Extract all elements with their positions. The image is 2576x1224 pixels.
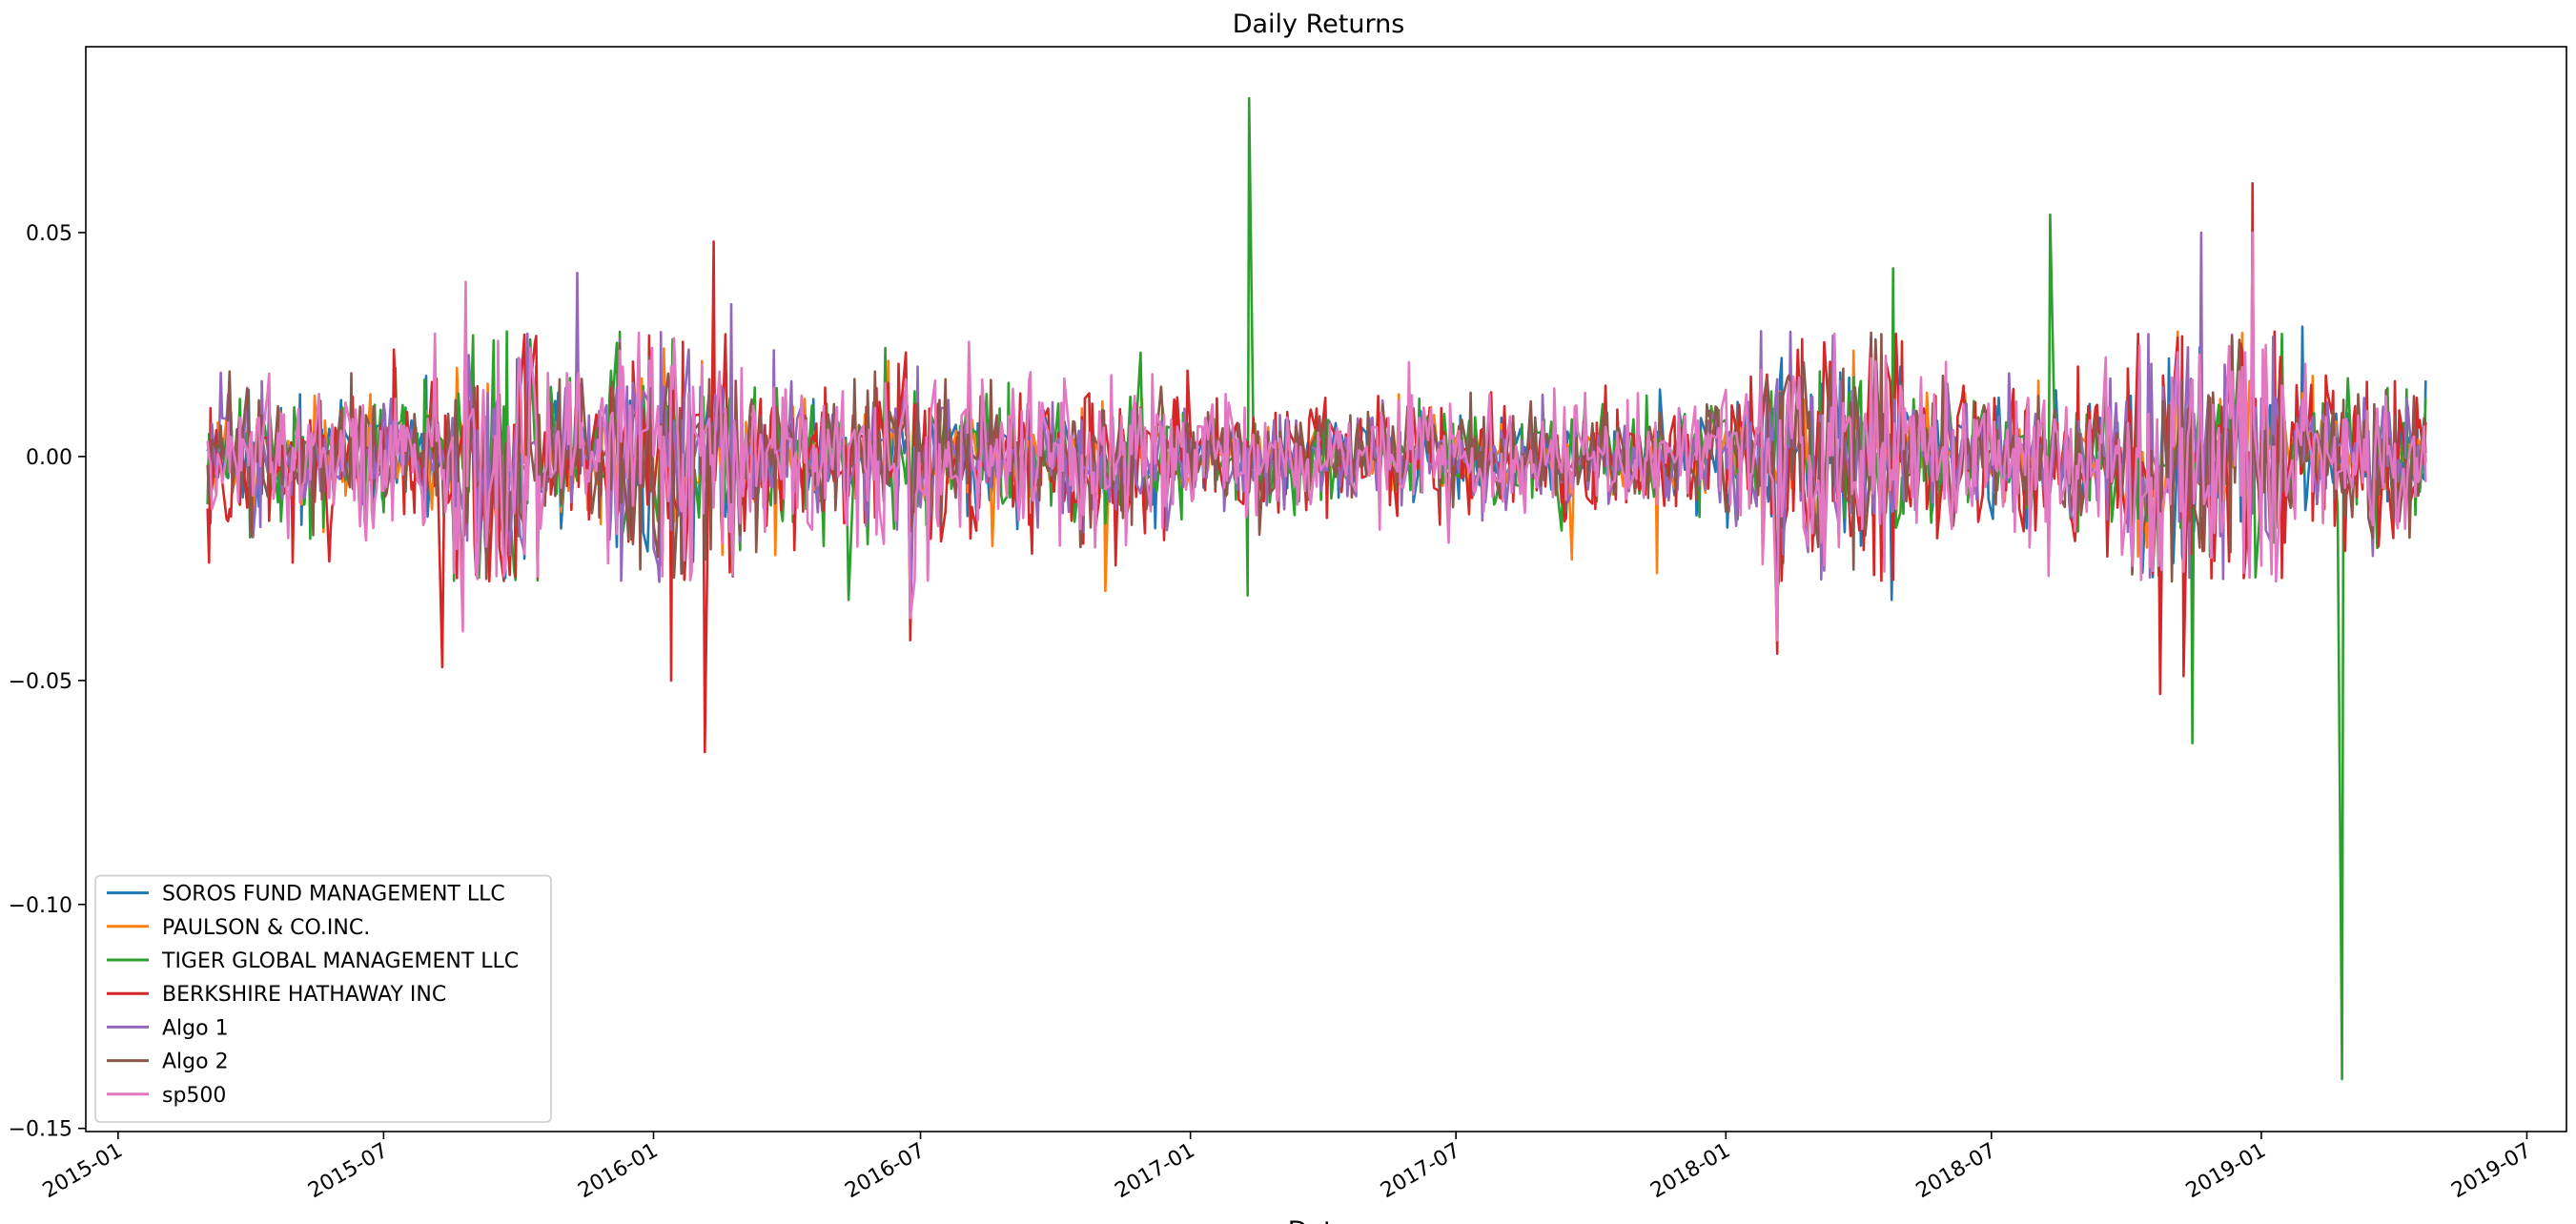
y-tick-label: 0.00 <box>26 446 72 470</box>
plot-frame <box>85 46 2567 1132</box>
y-tick-label: −0.05 <box>9 670 72 694</box>
y-tick-label: 0.05 <box>26 222 72 246</box>
series-line-sp500 <box>206 231 2427 642</box>
legend-label: sp500 <box>162 1084 226 1108</box>
chart-title: Daily Returns <box>1233 10 1405 39</box>
plot-area <box>206 96 2427 1081</box>
y-tick-label: −0.10 <box>9 894 72 918</box>
legend-label: BERKSHIRE HATHAWAY INC <box>162 983 446 1007</box>
legend-label: SOROS FUND MANAGEMENT LLC <box>162 883 505 907</box>
legend-box <box>94 874 552 1123</box>
legend-label: TIGER GLOBAL MANAGEMENT LLC <box>161 949 519 973</box>
legend-label: Algo 1 <box>162 1016 229 1040</box>
x-axis-label: Date <box>1288 1216 1350 1224</box>
legend-label: Algo 2 <box>162 1051 229 1074</box>
y-tick-label: −0.15 <box>9 1118 72 1142</box>
legend: SOROS FUND MANAGEMENT LLC PAULSON & CO.IN… <box>94 874 552 1123</box>
legend-label: PAULSON & CO.INC. <box>162 916 370 940</box>
